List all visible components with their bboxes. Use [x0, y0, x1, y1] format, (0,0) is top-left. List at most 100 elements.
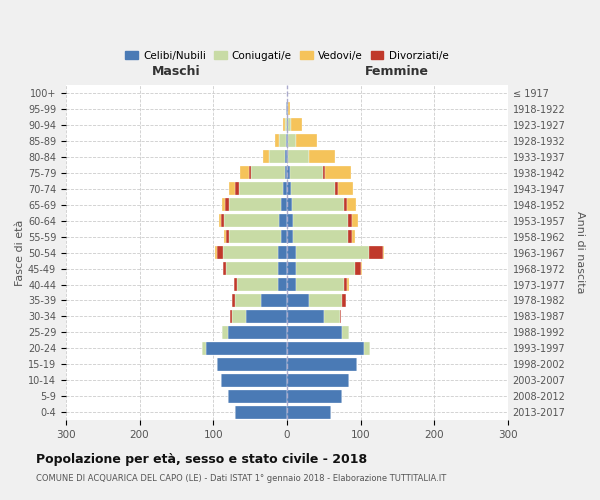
- Bar: [347, 278, 349, 291]
- Bar: [284, 118, 287, 132]
- Bar: [224, 230, 226, 243]
- Bar: [235, 182, 239, 195]
- Bar: [217, 246, 223, 259]
- Bar: [361, 262, 362, 275]
- Bar: [335, 182, 338, 195]
- Bar: [287, 358, 357, 371]
- Bar: [293, 230, 348, 243]
- Bar: [352, 214, 358, 227]
- Y-axis label: Fasce di età: Fasce di età: [15, 220, 25, 286]
- Bar: [323, 166, 325, 179]
- Bar: [287, 294, 309, 307]
- Bar: [344, 278, 347, 291]
- Text: Maschi: Maschi: [152, 65, 200, 78]
- Bar: [347, 198, 356, 211]
- Bar: [202, 342, 206, 355]
- Bar: [287, 262, 296, 275]
- Bar: [338, 182, 353, 195]
- Bar: [223, 262, 226, 275]
- Bar: [342, 326, 349, 339]
- Bar: [289, 150, 309, 164]
- Bar: [348, 214, 352, 227]
- Bar: [309, 150, 335, 164]
- Bar: [287, 182, 290, 195]
- Y-axis label: Anni di nascita: Anni di nascita: [575, 212, 585, 294]
- Text: Femmine: Femmine: [365, 65, 430, 78]
- Text: COMUNE DI ACQUARICA DEL CAPO (LE) - Dati ISTAT 1° gennaio 2018 - Elaborazione TU: COMUNE DI ACQUARICA DEL CAPO (LE) - Dati…: [36, 474, 446, 483]
- Bar: [348, 230, 352, 243]
- Bar: [229, 198, 281, 211]
- Bar: [229, 230, 281, 243]
- Bar: [287, 134, 296, 147]
- Bar: [278, 246, 287, 259]
- Bar: [287, 166, 290, 179]
- Bar: [263, 150, 269, 164]
- Bar: [290, 182, 335, 195]
- Bar: [228, 390, 287, 403]
- Bar: [281, 198, 287, 211]
- Bar: [224, 214, 280, 227]
- Bar: [364, 342, 370, 355]
- Bar: [291, 118, 302, 132]
- Bar: [278, 262, 287, 275]
- Bar: [261, 294, 287, 307]
- Bar: [229, 182, 235, 195]
- Bar: [232, 294, 235, 307]
- Bar: [287, 326, 342, 339]
- Bar: [221, 374, 287, 387]
- Bar: [241, 166, 249, 179]
- Bar: [238, 278, 278, 291]
- Bar: [239, 182, 283, 195]
- Bar: [342, 294, 346, 307]
- Bar: [287, 150, 289, 164]
- Bar: [287, 342, 364, 355]
- Bar: [206, 342, 287, 355]
- Bar: [225, 198, 229, 211]
- Bar: [284, 166, 287, 179]
- Bar: [232, 310, 247, 323]
- Bar: [287, 390, 342, 403]
- Bar: [286, 134, 287, 147]
- Bar: [355, 262, 361, 275]
- Bar: [223, 246, 278, 259]
- Bar: [292, 198, 344, 211]
- Bar: [323, 310, 340, 323]
- Bar: [287, 230, 293, 243]
- Bar: [287, 102, 290, 116]
- Bar: [217, 358, 287, 371]
- Bar: [283, 118, 284, 132]
- Bar: [296, 262, 355, 275]
- Bar: [235, 406, 287, 419]
- Bar: [290, 166, 323, 179]
- Bar: [296, 134, 317, 147]
- Bar: [228, 326, 287, 339]
- Bar: [325, 166, 351, 179]
- Bar: [230, 310, 232, 323]
- Bar: [286, 102, 287, 116]
- Bar: [383, 246, 384, 259]
- Bar: [287, 214, 293, 227]
- Bar: [293, 214, 348, 227]
- Bar: [344, 198, 347, 211]
- Bar: [278, 278, 287, 291]
- Bar: [234, 278, 238, 291]
- Bar: [287, 278, 296, 291]
- Bar: [287, 374, 349, 387]
- Bar: [287, 406, 331, 419]
- Bar: [226, 262, 278, 275]
- Bar: [309, 294, 342, 307]
- Bar: [279, 134, 286, 147]
- Text: Popolazione per età, sesso e stato civile - 2018: Popolazione per età, sesso e stato civil…: [36, 452, 367, 466]
- Legend: Celibi/Nubili, Coniugati/e, Vedovi/e, Divorziati/e: Celibi/Nubili, Coniugati/e, Vedovi/e, Di…: [121, 46, 452, 65]
- Bar: [235, 294, 261, 307]
- Bar: [219, 214, 221, 227]
- Bar: [247, 310, 287, 323]
- Bar: [283, 182, 287, 195]
- Bar: [251, 166, 284, 179]
- Bar: [222, 326, 228, 339]
- Bar: [215, 246, 217, 259]
- Bar: [287, 118, 291, 132]
- Bar: [226, 230, 229, 243]
- Bar: [275, 134, 279, 147]
- Bar: [370, 246, 383, 259]
